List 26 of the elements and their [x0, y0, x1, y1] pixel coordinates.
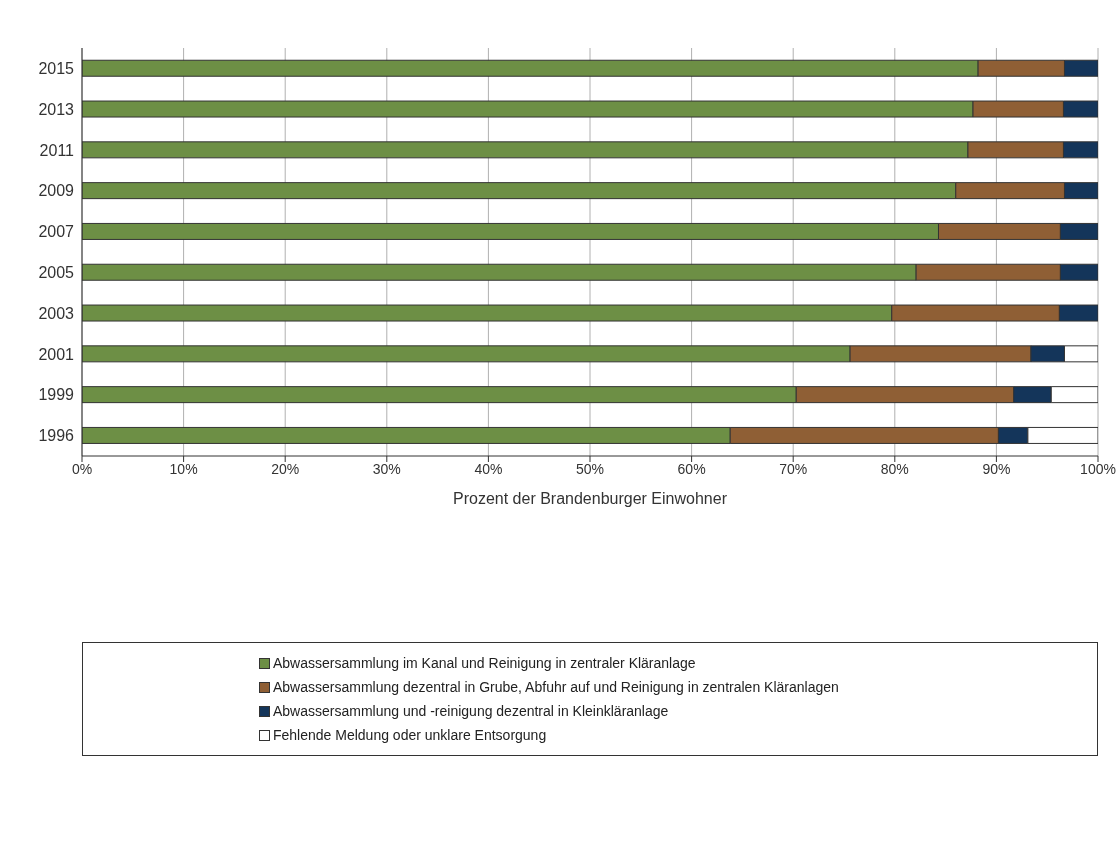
y-tick-label: 2005	[38, 264, 75, 282]
x-tick-label: 70%	[779, 460, 808, 477]
x-tick-label: 80%	[880, 460, 909, 477]
x-tick-label: 50%	[575, 460, 605, 477]
y-tick-label: 2007	[38, 223, 75, 241]
legend-label: Abwassersammlung dezentral in Grube, Abfuhr auf und Reinigung in zentralen Kläranlagen	[273, 679, 839, 695]
y-tick-label: 1996	[38, 427, 75, 445]
x-tick-label: 40%	[474, 460, 503, 477]
x-tick-label: 30%	[372, 460, 401, 477]
legend-label: Abwassersammlung im Kanal und Reinigung in zentraler Kläranlage	[273, 655, 696, 671]
y-tick-label: 1999	[38, 386, 75, 404]
x-tick-label: 0%	[71, 460, 93, 477]
y-tick-label: 2001	[38, 345, 75, 363]
y-tick-label: 2013	[38, 100, 75, 118]
y-tick-label: 2009	[38, 182, 75, 200]
y-tick-label: 2015	[38, 60, 75, 78]
x-tick-label: 10%	[169, 460, 198, 477]
y-tick-label: 2003	[38, 304, 75, 322]
y-tick-label: 2011	[39, 141, 75, 159]
x-tick-label: 90%	[982, 460, 1011, 477]
x-tick-label: 100%	[1080, 460, 1116, 477]
legend-label: Fehlende Meldung oder unklare Entsorgung	[273, 727, 547, 743]
x-tick-label: 20%	[271, 460, 300, 477]
legend-label: Abwassersammlung und -reinigung dezentral in Kleinkläranlage	[273, 703, 669, 719]
x-axis-title: Prozent der Brandenburger Einwohner	[453, 490, 728, 507]
x-tick-label: 60%	[677, 460, 706, 477]
